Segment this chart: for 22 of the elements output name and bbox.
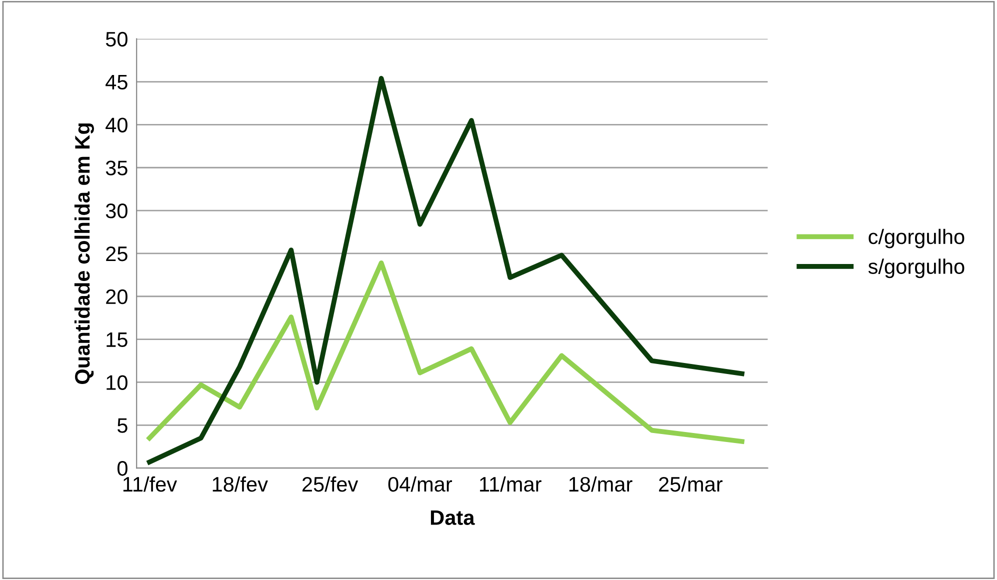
legend-label: c/gorgulho xyxy=(868,228,964,248)
x-tick-label: 25/mar xyxy=(659,476,722,492)
y-tick-label: 40 xyxy=(106,118,128,132)
x-tick-label: 18/fev xyxy=(212,476,268,492)
x-tick-label: 18/mar xyxy=(569,476,632,492)
y-tick-label: 15 xyxy=(106,332,128,348)
y-tick-label: 45 xyxy=(106,74,128,90)
x-tick-label: 04/mar xyxy=(388,476,452,492)
x-axis-title: Data xyxy=(430,510,475,526)
x-tick-label: 25/fev xyxy=(302,476,358,492)
legend-label: s/gorgulho xyxy=(868,258,964,278)
x-tick-label: 11/mar xyxy=(480,476,542,492)
y-tick-label: 0 xyxy=(117,461,128,476)
y-tick-label: 30 xyxy=(106,204,128,218)
y-tick-label: 10 xyxy=(106,375,128,390)
y-axis-title: Quantidade colhida em Kg xyxy=(74,123,94,384)
x-tick-label: 11/fev xyxy=(123,476,178,492)
y-tick-label: 5 xyxy=(118,418,128,433)
y-tick-label: 35 xyxy=(106,160,128,176)
y-tick-label: 25 xyxy=(106,246,128,262)
y-tick-label: 50 xyxy=(106,32,128,47)
y-tick-label: 20 xyxy=(106,289,128,304)
